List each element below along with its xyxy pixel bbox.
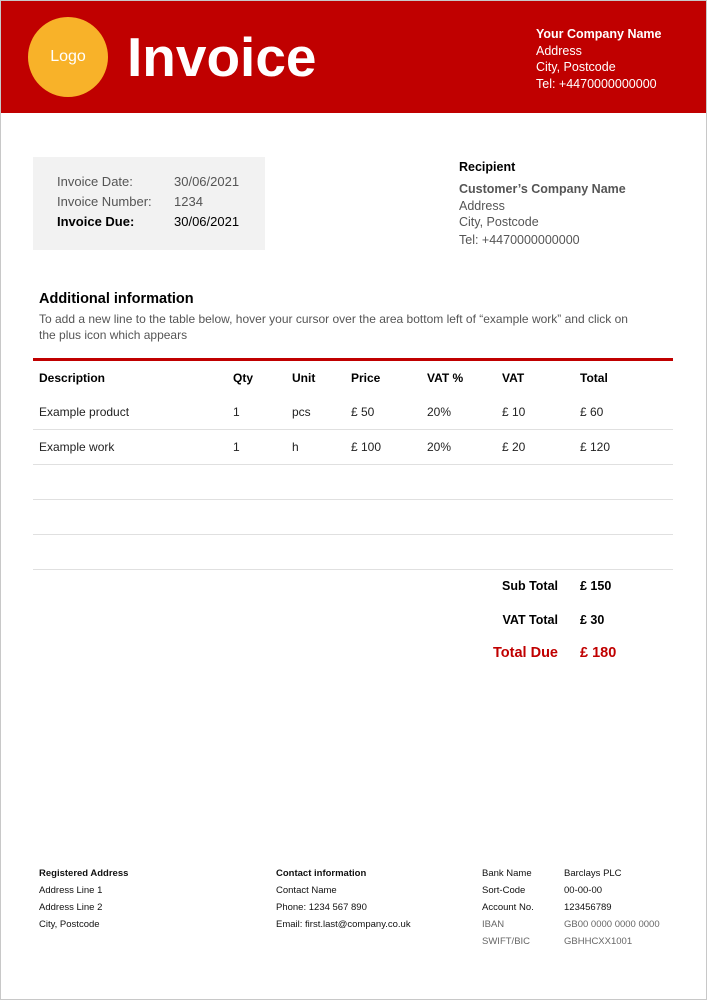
table-cell: £ 100 (351, 439, 382, 454)
registered-address-line: Address Line 2 (39, 902, 103, 913)
bank-label: IBAN (482, 919, 505, 930)
company-address: Address (536, 44, 582, 58)
bank-label: Account No. (482, 902, 534, 913)
column-header: Price (351, 371, 381, 385)
company-city: City, Postcode (536, 60, 616, 74)
table-cell: £ 120 (580, 439, 611, 454)
table-cell: Example work (39, 439, 115, 454)
recipient-city: City, Postcode (459, 215, 539, 229)
subtotal-label: Sub Total (501, 579, 558, 593)
table-cell: 1 (233, 439, 240, 454)
table-cell: £ 10 (502, 405, 526, 419)
bank-label: SWIFT/BIC (482, 936, 531, 947)
table-cell: £ 60 (580, 405, 604, 419)
column-header: Description (39, 371, 106, 385)
bank-value: GBHHCXX1001 (564, 936, 633, 947)
table-cell: 20% (427, 439, 452, 454)
table-cell: 1 (233, 405, 240, 419)
table-cell: h (292, 439, 299, 454)
registered-address-heading: Registered Address (39, 868, 129, 879)
bank-value: Barclays PLC (564, 868, 622, 879)
invoice-date-label: Invoice Date: (57, 174, 133, 189)
bank-label: Sort-Code (482, 885, 526, 896)
row-divider (33, 569, 673, 570)
column-header: VAT % (427, 371, 464, 385)
bank-value: 123456789 (564, 902, 612, 913)
recipient-address: Address (459, 199, 505, 213)
registered-address-line: Address Line 1 (39, 885, 103, 896)
invoice-due-label: Invoice Due: (57, 214, 135, 229)
table-cell: £ 50 (351, 405, 375, 419)
contact-info-line: Contact Name (276, 885, 337, 896)
contact-info-line: Email: first.last@company.co.uk (276, 919, 411, 930)
page-title: Invoice (127, 26, 317, 88)
contact-info-heading: Contact information (276, 868, 367, 879)
bank-value: GB00 0000 0000 0000 (564, 919, 660, 930)
total-due-label: Total Due (493, 645, 558, 661)
row-divider (33, 429, 673, 430)
row-divider (33, 464, 673, 465)
additional-info-line1: To add a new line to the table below, ho… (39, 312, 628, 326)
invoice-header: Logo Invoice Your Company Name Address C… (1, 1, 706, 113)
recipient-tel: Tel: +4470000000000 (459, 233, 580, 247)
invoice-info-box (33, 157, 265, 250)
table-cell: pcs (292, 405, 311, 419)
table-cell: £ 20 (502, 439, 526, 454)
total-due-value: £ 180 (580, 645, 617, 661)
table-cell: Example product (39, 405, 130, 419)
recipient-name: Customer’s Company Name (459, 182, 626, 196)
registered-address-line: City, Postcode (39, 919, 100, 930)
additional-info-line2: the plus icon which appears (39, 328, 188, 342)
column-header: Unit (292, 371, 316, 385)
subtotal-value: £ 150 (580, 579, 612, 593)
bank-value: 00-00-00 (564, 885, 603, 896)
table-top-divider (33, 358, 673, 361)
vat-total-label: VAT Total (502, 613, 558, 627)
logo: Logo (28, 17, 108, 97)
company-tel: Tel: +4470000000000 (536, 77, 657, 91)
table-cell: 20% (427, 405, 452, 419)
contact-info-line: Phone: 1234 567 890 (276, 902, 367, 913)
recipient-heading: Recipient (459, 160, 516, 174)
vat-total-value: £ 30 (580, 613, 605, 627)
invoice-date: 30/06/2021 (174, 174, 240, 189)
bank-label: Bank Name (482, 868, 532, 879)
invoice-due: 30/06/2021 (174, 214, 240, 229)
invoice-number-label: Invoice Number: (57, 194, 152, 209)
additional-info-heading: Additional information (39, 291, 194, 307)
row-divider (33, 499, 673, 500)
row-divider (33, 534, 673, 535)
column-header: Qty (233, 371, 254, 385)
invoice-number: 1234 (174, 194, 203, 209)
company-name: Your Company Name (536, 27, 662, 41)
column-header: VAT (502, 371, 525, 385)
column-header: Total (580, 371, 608, 385)
